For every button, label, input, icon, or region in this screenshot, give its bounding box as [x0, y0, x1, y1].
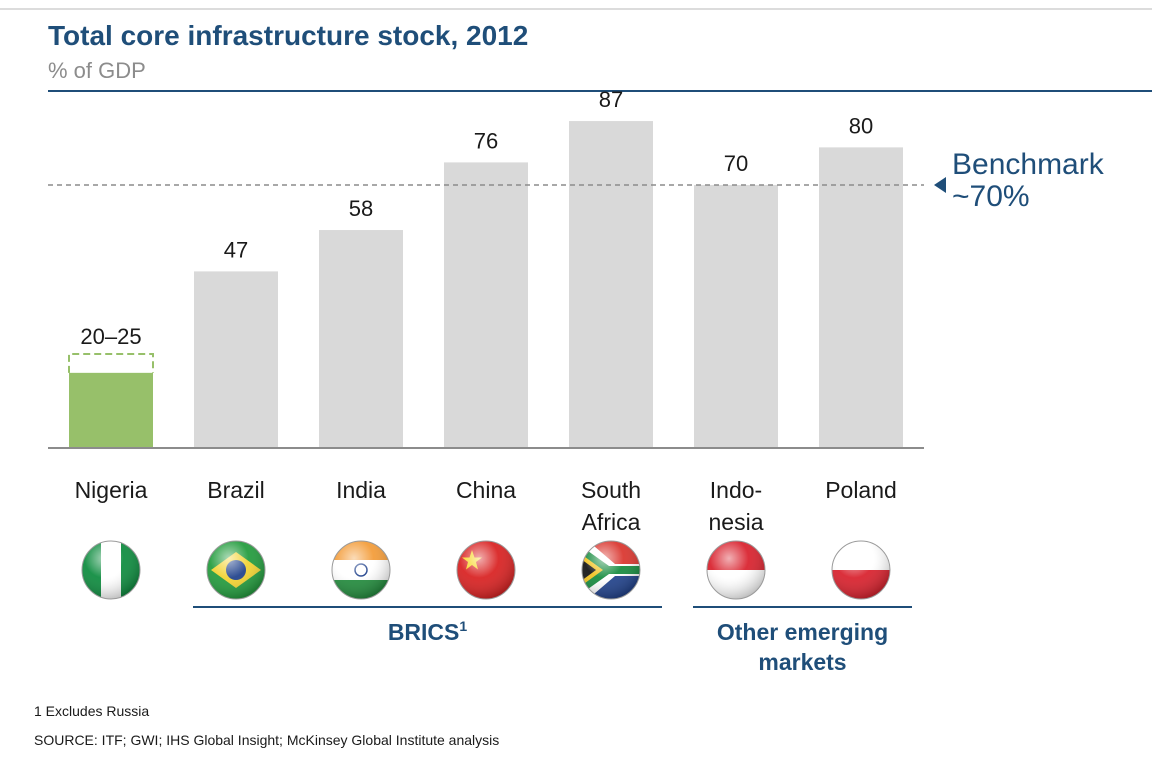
category-label: Poland	[825, 477, 897, 503]
data-label: 47	[224, 237, 248, 262]
data-label: 20–25	[80, 324, 141, 349]
data-label: 76	[474, 128, 498, 153]
chart-title: Total core infrastructure stock, 2012	[48, 20, 529, 51]
brazil-flag-icon	[206, 540, 266, 600]
china-flag-icon	[456, 540, 516, 600]
bar-south-africa	[569, 121, 653, 448]
top-divider	[0, 8, 1152, 10]
benchmark-arrow-icon	[934, 176, 946, 193]
india-flag-icon	[331, 540, 391, 600]
benchmark-label: ~70%	[952, 180, 1030, 213]
group-label-other: markets	[758, 649, 846, 675]
category-label: India	[336, 477, 386, 503]
nigeria-flag-icon	[81, 540, 141, 600]
benchmark-label: Benchmark	[952, 148, 1105, 181]
data-label: 87	[599, 87, 623, 112]
title-underline	[48, 90, 1152, 92]
footnote: 1 Excludes Russia	[34, 703, 150, 719]
bar-chart: 20–25 47 58 76 87 70 80 Benchmark~70% Nigeria Bra…	[48, 87, 1105, 675]
category-label: South	[581, 477, 641, 503]
south-africa-flag-icon	[581, 540, 641, 600]
chart-subtitle: % of GDP	[48, 58, 146, 83]
category-label: Indo-	[710, 477, 762, 503]
data-label: 80	[849, 113, 873, 138]
category-label: China	[456, 477, 516, 503]
category-label: nesia	[709, 509, 764, 535]
category-label: Nigeria	[75, 477, 148, 503]
bar-range-outline	[68, 353, 154, 373]
group-label-brics: BRICS1	[388, 618, 468, 645]
bar-indo-nesia	[694, 184, 778, 448]
source-note: SOURCE: ITF; GWI; IHS Global Insight; Mc…	[34, 732, 500, 748]
category-label: Brazil	[207, 477, 265, 503]
data-label: 58	[349, 196, 373, 221]
category-label: Africa	[582, 509, 641, 535]
data-label: 70	[724, 151, 748, 176]
indonesia-flag-icon	[706, 540, 766, 600]
poland-flag-icon	[831, 540, 891, 600]
bar-nigeria	[69, 372, 153, 448]
bar-india	[319, 230, 403, 448]
bar-poland	[819, 147, 903, 449]
bar-brazil	[194, 271, 278, 448]
bar-china	[444, 162, 528, 448]
group-label-other: Other emerging	[717, 619, 888, 645]
